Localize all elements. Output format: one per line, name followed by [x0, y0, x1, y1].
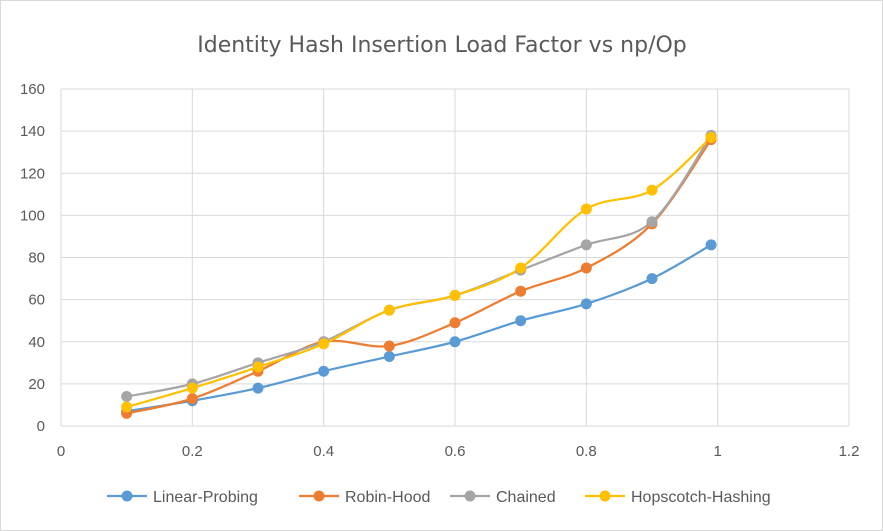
- legend-swatch-marker: [313, 490, 325, 502]
- data-point-hopscotch-hashing: [383, 304, 395, 316]
- data-point-chained: [580, 239, 592, 251]
- horizontal-gridlines: [61, 88, 849, 427]
- data-point-linear-probing: [515, 315, 527, 327]
- legend-swatch-marker: [121, 490, 133, 502]
- legend-label: Hopscotch-Hashing: [631, 489, 771, 506]
- y-tick-label: 160: [20, 81, 45, 98]
- x-tick-label: 1.2: [839, 443, 860, 460]
- legend-item-linear-probing: Linear-Probing: [107, 489, 258, 506]
- y-tick-label: 140: [20, 123, 45, 140]
- x-tick-label: 0.8: [576, 443, 597, 460]
- legend-item-robin-hood: Robin-Hood: [299, 489, 430, 506]
- legend-label: Chained: [496, 489, 556, 506]
- legend-swatch-marker: [464, 490, 476, 502]
- data-point-linear-probing: [252, 382, 264, 394]
- data-point-hopscotch-hashing: [515, 262, 527, 274]
- y-tick-label: 80: [28, 250, 45, 267]
- y-tick-label: 20: [28, 376, 45, 393]
- data-point-robin-hood: [515, 285, 527, 297]
- data-point-linear-probing: [318, 365, 330, 377]
- data-point-robin-hood: [186, 393, 198, 405]
- series-line-robin-hood: [125, 138, 713, 415]
- data-point-robin-hood: [449, 317, 461, 329]
- x-axis-tick-labels: 0 0.2 0.4 0.6 0.8 1 1.2: [57, 443, 860, 460]
- x-tick-label: 0.2: [182, 443, 203, 460]
- y-tick-label: 40: [28, 334, 45, 351]
- data-point-hopscotch-hashing: [186, 382, 198, 394]
- data-point-hopscotch-hashing: [121, 401, 133, 413]
- data-point-hopscotch-hashing: [449, 289, 461, 301]
- data-point-linear-probing: [705, 239, 717, 251]
- data-point-linear-probing: [449, 336, 461, 348]
- data-point-hopscotch-hashing: [646, 184, 658, 196]
- y-tick-label: 60: [28, 292, 45, 309]
- y-tick-label: 100: [20, 207, 45, 224]
- data-point-linear-probing: [383, 350, 395, 362]
- x-tick-label: 1: [713, 443, 721, 460]
- legend-label: Linear-Probing: [153, 489, 258, 506]
- data-point-chained: [646, 216, 658, 228]
- series-line-hopscotch-hashing: [125, 136, 713, 409]
- data-point-linear-probing: [646, 273, 658, 285]
- y-axis-tick-labels: 0 20 40 60 80 100 120 140 160: [20, 81, 45, 435]
- chart-title: Identity Hash Insertion Load Factor vs n…: [197, 33, 687, 58]
- legend-item-hopscotch-hashing: Hopscotch-Hashing: [585, 489, 771, 506]
- series-line-chained: [125, 134, 713, 398]
- data-point-linear-probing: [580, 298, 592, 310]
- data-point-robin-hood: [383, 340, 395, 352]
- series-points: [121, 129, 717, 419]
- series-line-linear-probing: [125, 243, 713, 413]
- legend-item-chained: Chained: [450, 489, 556, 506]
- x-tick-label: 0.4: [313, 443, 334, 460]
- y-tick-label: 0: [37, 418, 45, 435]
- data-point-chained: [121, 391, 133, 403]
- data-point-hopscotch-hashing: [705, 131, 717, 143]
- series-lines: [125, 134, 713, 415]
- x-tick-label: 0.6: [445, 443, 466, 460]
- data-point-hopscotch-hashing: [318, 338, 330, 350]
- legend-label: Robin-Hood: [345, 489, 430, 506]
- x-tick-label: 0: [57, 443, 65, 460]
- legend-swatch-marker: [599, 490, 611, 502]
- data-point-hopscotch-hashing: [252, 361, 264, 373]
- data-point-hopscotch-hashing: [580, 203, 592, 215]
- y-tick-label: 120: [20, 165, 45, 182]
- legend: Linear-Probing Robin-Hood Chained Hopscotch…: [107, 489, 771, 506]
- data-point-robin-hood: [580, 262, 592, 274]
